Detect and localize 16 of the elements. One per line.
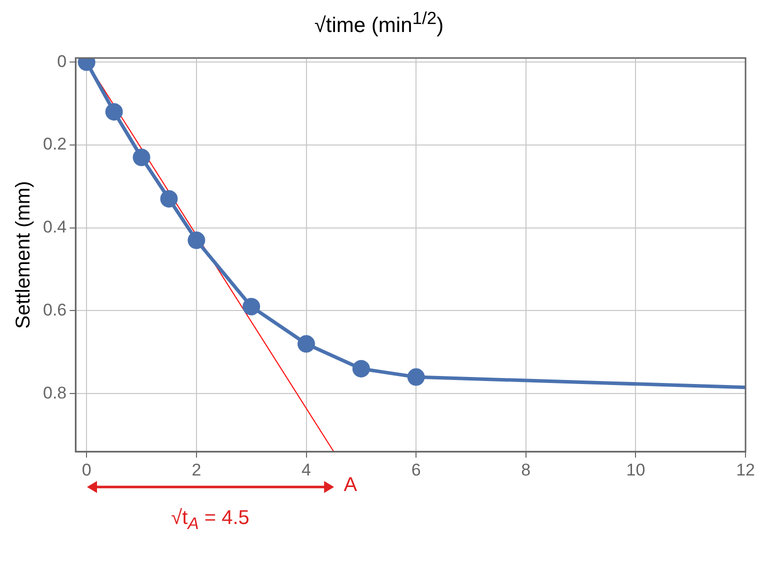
y-tick-label: 0.6 bbox=[42, 300, 67, 320]
chart-title: √time (min$^{1/2}$) bbox=[313, 8, 445, 38]
x-tick-label: 0 bbox=[82, 460, 92, 480]
x-tick-label: 6 bbox=[411, 460, 421, 480]
x-tick-label: 8 bbox=[521, 460, 531, 480]
y-tick-label: 0.2 bbox=[42, 134, 67, 154]
x-tick-label: 4 bbox=[302, 460, 311, 480]
text: √t$_{A}$ = 4.5 bbox=[171, 506, 250, 534]
y-tick-label: 0.8 bbox=[42, 383, 67, 402]
text: A bbox=[344, 474, 358, 497]
x-tick-label: 10 bbox=[626, 460, 646, 480]
y-tick-label: 0 bbox=[57, 52, 67, 71]
y-axis-title: Settlement (mm) bbox=[12, 180, 35, 329]
x-tick-label: 2 bbox=[192, 460, 202, 480]
y-tick-label: 0.4 bbox=[42, 218, 67, 237]
x-tick-label: 12 bbox=[736, 460, 756, 480]
